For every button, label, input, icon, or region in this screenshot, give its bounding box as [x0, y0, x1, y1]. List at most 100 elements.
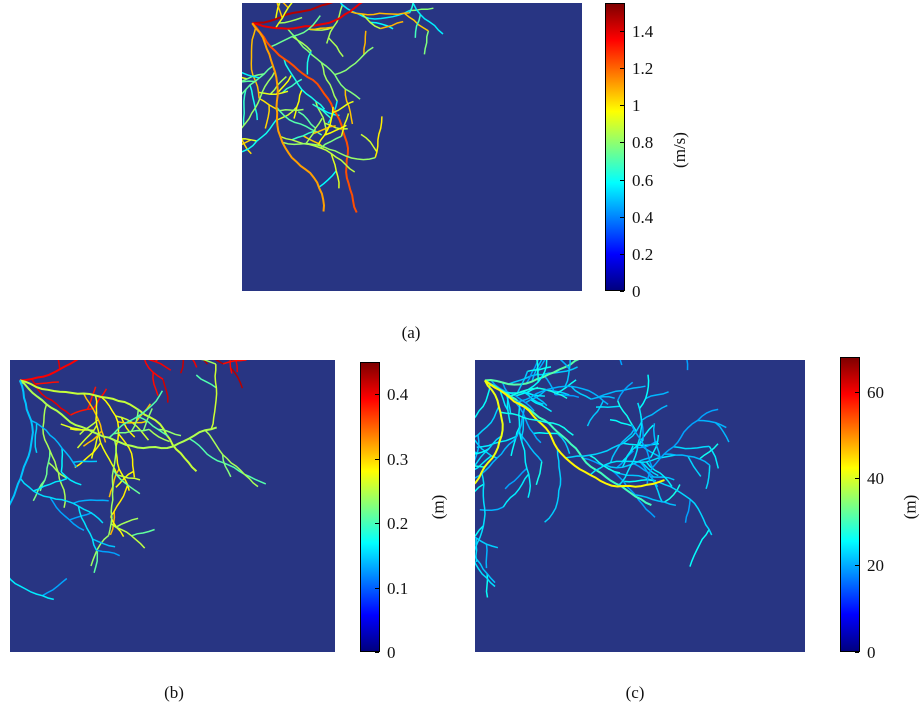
- river-channel: [500, 411, 574, 436]
- river-network: [10, 360, 267, 601]
- river-channel: [215, 360, 224, 365]
- river-channel: [641, 404, 668, 422]
- river-channel: [564, 360, 571, 387]
- river-channel: [663, 484, 681, 503]
- colorbar-tick-mark: [620, 180, 624, 181]
- river-channel: [210, 364, 218, 430]
- river-channel: [115, 517, 139, 528]
- river-channel: [518, 403, 532, 498]
- river-channel: [317, 106, 334, 146]
- river-channel: [49, 496, 85, 531]
- river-channel: [305, 117, 323, 144]
- colorbar-tick-label: 0.6: [632, 171, 654, 190]
- river-channel: [475, 435, 502, 467]
- river-channel: [76, 424, 98, 449]
- river-channel: [527, 366, 552, 373]
- river-channel: [590, 395, 615, 400]
- river-channel: [34, 381, 59, 385]
- river-channel: [475, 448, 490, 455]
- river-channel: [312, 125, 336, 135]
- river-channel: [117, 433, 136, 478]
- river-channel: [485, 573, 489, 598]
- river-channel: [705, 465, 711, 490]
- river-channel: [510, 387, 568, 400]
- river-channel: [634, 440, 658, 449]
- river-channel: [536, 360, 539, 383]
- river-channel: [274, 3, 293, 29]
- river-channel: [638, 460, 659, 477]
- river-channel: [652, 423, 661, 459]
- river-channel: [633, 463, 655, 478]
- river-channel: [221, 454, 232, 478]
- river-channel: [476, 435, 518, 448]
- river-channel: [280, 135, 356, 173]
- river-channel: [408, 3, 414, 14]
- river-channel: [250, 27, 260, 99]
- river-channel: [475, 379, 504, 485]
- river-channel: [110, 523, 146, 549]
- colorbar-tick-mark: [620, 68, 624, 69]
- river-channel: [510, 426, 521, 457]
- river-channel: [484, 379, 665, 488]
- river-channel: [320, 62, 338, 102]
- river-channel: [242, 137, 252, 155]
- river-channel: [291, 35, 312, 52]
- river-channel: [475, 472, 486, 552]
- river-channel: [293, 89, 303, 119]
- river-channel: [72, 499, 109, 505]
- river-channel: [506, 393, 511, 424]
- river-channel: [242, 65, 274, 96]
- river-channel: [112, 469, 141, 495]
- river-channel: [157, 428, 182, 437]
- river-channel: [297, 111, 316, 129]
- river-channel: [475, 439, 498, 459]
- river-channel: [646, 408, 719, 485]
- colorbar-tick-mark: [375, 523, 379, 524]
- colorbar-tick-label: 0.3: [387, 450, 409, 469]
- river-channel: [485, 544, 488, 569]
- river-channel: [414, 14, 422, 38]
- river-channel: [312, 103, 332, 120]
- river-channel: [60, 448, 64, 473]
- river-channel: [162, 379, 169, 403]
- river-channel: [90, 534, 110, 567]
- river-channel: [412, 3, 444, 35]
- river-channel: [57, 360, 61, 370]
- colorbar-tick-mark: [375, 459, 379, 460]
- colorbar-tick-label: 0.1: [387, 579, 409, 598]
- depth-map: [10, 360, 335, 652]
- colorbar-tick-mark: [620, 254, 624, 255]
- river-channel: [96, 549, 121, 557]
- colorbar-tick-mark: [855, 478, 859, 479]
- river-channel: [595, 405, 620, 408]
- river-channel: [638, 374, 650, 410]
- river-channel: [622, 442, 659, 447]
- river-channel: [281, 78, 303, 94]
- depth-map-c: [475, 360, 805, 652]
- river-channel: [475, 560, 496, 588]
- river-channel: [137, 415, 169, 437]
- river-channel: [361, 13, 381, 30]
- river-channel: [251, 22, 326, 212]
- river-channel: [423, 30, 430, 55]
- river-channel: [374, 116, 383, 158]
- river-channel: [588, 454, 621, 474]
- colorbar-tick-label: 0: [632, 282, 641, 301]
- river-channel: [475, 537, 478, 562]
- river-channel: [686, 360, 689, 371]
- colorbar-tick-mark: [855, 565, 859, 566]
- river-channel: [108, 390, 164, 439]
- river-channel: [279, 108, 304, 112]
- river-channel: [19, 478, 104, 524]
- river-channel: [556, 432, 571, 454]
- velocity-map: [242, 3, 582, 291]
- river-channel: [617, 400, 637, 432]
- river-channel: [516, 371, 529, 394]
- river-channel: [635, 494, 677, 507]
- river-channel: [409, 7, 434, 12]
- river-channel: [673, 445, 710, 450]
- river-channel: [380, 20, 404, 30]
- velocity-unit-label: (m/s): [669, 132, 689, 168]
- river-channel: [47, 461, 67, 479]
- river-channel: [94, 395, 118, 476]
